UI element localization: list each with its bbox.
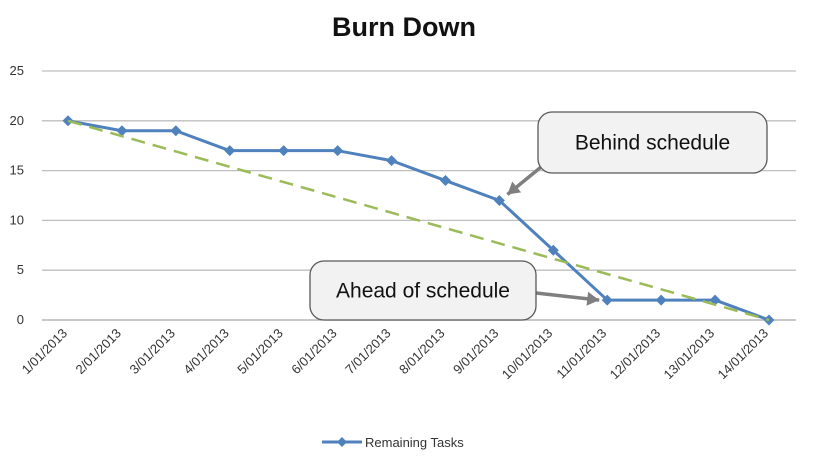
x-tick-label: 14/01/2013 <box>714 326 771 383</box>
x-tick-label: 4/01/2013 <box>180 326 232 378</box>
callout-text: Behind schedule <box>575 132 730 155</box>
x-tick-label: 12/01/2013 <box>607 326 664 383</box>
y-tick-label: 10 <box>10 212 24 227</box>
y-tick-label: 15 <box>10 163 24 178</box>
ideal-trend-line <box>67 119 770 322</box>
data-point <box>170 125 182 137</box>
data-point <box>224 145 236 157</box>
x-tick-label: 11/01/2013 <box>553 326 609 382</box>
data-point <box>439 175 451 187</box>
x-tick-label: 1/01/2013 <box>19 326 71 378</box>
callout-box <box>309 260 537 321</box>
callout-text: Ahead of schedule <box>336 280 510 303</box>
data-point <box>332 145 344 157</box>
arrowhead <box>586 291 600 306</box>
x-tick-label: 2/01/2013 <box>73 326 125 378</box>
x-tick-label: 8/01/2013 <box>396 326 448 378</box>
plot-area <box>62 115 775 326</box>
data-point <box>116 125 128 137</box>
callout-box <box>537 111 768 174</box>
remaining-tasks-line <box>67 119 770 322</box>
x-tick-label: 9/01/2013 <box>450 326 502 378</box>
data-point <box>601 294 613 306</box>
y-tick-label: 20 <box>10 113 24 128</box>
x-tick-label: 3/01/2013 <box>126 326 178 378</box>
legend-marker <box>337 437 347 447</box>
legend-label: Remaining Tasks <box>365 435 464 450</box>
data-point <box>547 244 559 256</box>
x-tick-label: 6/01/2013 <box>288 326 340 378</box>
x-tick-label: 5/01/2013 <box>234 326 286 378</box>
data-point <box>655 294 667 306</box>
x-tick-label: 7/01/2013 <box>342 326 394 378</box>
chart-title: Burn Down <box>332 12 476 42</box>
y-axis: 0 5 10 15 20 25 <box>10 63 24 327</box>
y-tick-label: 5 <box>17 262 24 277</box>
callouts: Behind schedule Ahead of schedule <box>309 111 768 321</box>
x-axis: 1/01/2013 2/01/2013 3/01/2013 4/01/2013 5/01… <box>19 326 772 383</box>
y-tick-label: 25 <box>10 63 24 78</box>
x-tick-label: 10/01/2013 <box>499 326 556 383</box>
legend: Remaining Tasks <box>322 435 464 450</box>
data-point <box>493 194 505 206</box>
data-point <box>278 145 290 157</box>
x-tick-label: 13/01/2013 <box>661 326 718 383</box>
data-point <box>386 155 398 167</box>
y-tick-label: 0 <box>17 312 24 327</box>
arrowhead <box>507 181 522 195</box>
